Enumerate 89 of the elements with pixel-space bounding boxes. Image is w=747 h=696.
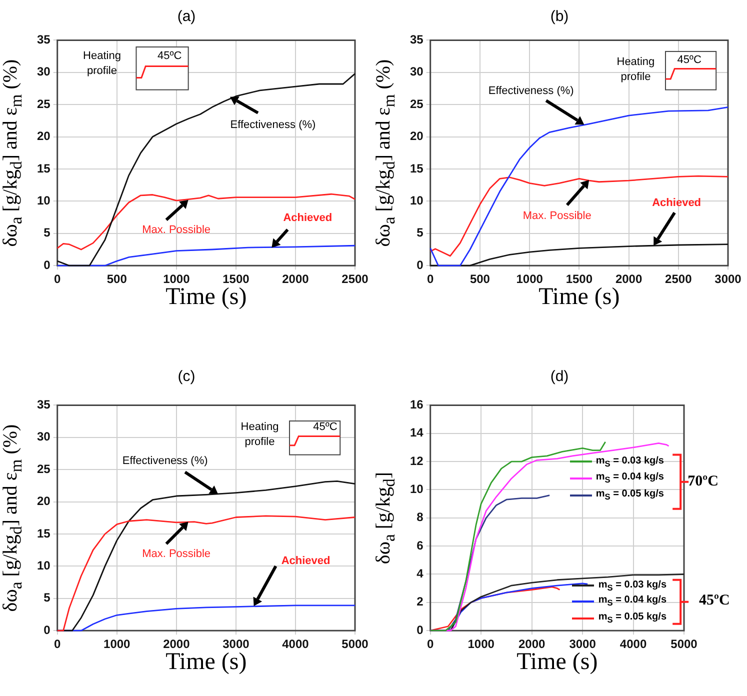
x-tick-label: 0 bbox=[427, 637, 434, 652]
y-tick-label: 25 bbox=[36, 96, 51, 111]
y-tick-label: 2 bbox=[416, 594, 424, 609]
x-tick-label: 3000 bbox=[714, 272, 742, 286]
x-tick-label: 500 bbox=[470, 272, 490, 286]
y-tick-label: 8 bbox=[416, 510, 424, 524]
y-tick-label: 12 bbox=[410, 454, 424, 468]
x-tick-label: 3000 bbox=[569, 637, 596, 652]
y-tick-label: 14 bbox=[410, 426, 424, 440]
annotation: Max. Possible bbox=[142, 548, 211, 560]
annotation: Heating profile bbox=[82, 49, 122, 80]
annotation: Effectiveness (%) bbox=[488, 84, 574, 97]
x-tick-label: 2500 bbox=[665, 272, 692, 286]
y-tick-label: 30 bbox=[36, 430, 51, 444]
x-tick-label: 3000 bbox=[222, 637, 250, 652]
x-tick-label: 5000 bbox=[342, 637, 369, 652]
x-tick-label: 1000 bbox=[104, 637, 131, 652]
y-tick-label: 0 bbox=[416, 622, 424, 637]
y-tick-label: 0 bbox=[416, 258, 424, 272]
annotation: Heating profile bbox=[616, 54, 656, 84]
y-tick-label: 10 bbox=[410, 482, 424, 496]
x-tick-label: 1500 bbox=[222, 272, 250, 286]
x-tick-label: 5000 bbox=[670, 637, 698, 652]
legend-label: m$_{S}$ = 0.03 kg/s bbox=[596, 455, 664, 468]
x-axis-title: Time (s) bbox=[516, 648, 598, 676]
legend-label: m$_{S}$ = 0.03 kg/s bbox=[598, 579, 667, 592]
y-tick-label: 16 bbox=[410, 398, 424, 412]
x-axis-title: Time (s) bbox=[166, 648, 247, 676]
y-tick-label: 5 bbox=[416, 226, 424, 240]
annotation: Achieved bbox=[281, 555, 330, 568]
y-tick-label: 20 bbox=[36, 494, 51, 508]
y-tick-label: 20 bbox=[410, 129, 424, 144]
annotation: Effectiveness (%) bbox=[230, 118, 316, 131]
x-tick-label: 1000 bbox=[468, 637, 495, 652]
chart-title: (c) bbox=[176, 368, 196, 385]
y-tick-label: 35 bbox=[36, 32, 51, 47]
x-tick-label: 2500 bbox=[342, 272, 369, 286]
y-tick-label: 4 bbox=[416, 566, 424, 581]
y-tick-label: 35 bbox=[36, 398, 51, 412]
annotation: Effectiveness (%) bbox=[122, 455, 208, 468]
y-tick-label: 5 bbox=[44, 590, 51, 605]
annotation: Achieved bbox=[283, 212, 332, 224]
annotation: Max. Possible bbox=[522, 210, 592, 222]
legend-label: m$_{S}$ = 0.04 kg/s bbox=[596, 472, 664, 485]
text: 45ºC bbox=[699, 592, 730, 610]
y-tick-label: 6 bbox=[416, 538, 424, 552]
annotation: Achieved bbox=[652, 196, 702, 209]
y-tick-label: 25 bbox=[410, 96, 424, 111]
y-tick-label: 0 bbox=[44, 622, 51, 637]
chart-title: (a) bbox=[176, 8, 197, 25]
y-tick-label: 10 bbox=[36, 558, 51, 573]
x-axis-title: Time (s) bbox=[166, 284, 247, 311]
annotation: Max. Possible bbox=[142, 224, 211, 236]
x-tick-label: 0 bbox=[54, 272, 62, 286]
x-tick-label: 1500 bbox=[566, 272, 593, 286]
x-tick-label: 4000 bbox=[282, 637, 310, 652]
chart-title: (b) bbox=[549, 8, 570, 25]
x-tick-label: 2000 bbox=[163, 637, 190, 652]
chart-title: (d) bbox=[549, 368, 570, 385]
legend-label: m$_{S}$ = 0.04 kg/s bbox=[598, 594, 667, 608]
x-tick-label: 1000 bbox=[516, 272, 544, 286]
y-tick-label: 5 bbox=[44, 226, 51, 240]
y-tick-label: 15 bbox=[36, 161, 51, 176]
annotation: Heating profile bbox=[240, 420, 280, 450]
x-tick-label: 0 bbox=[427, 272, 434, 286]
legend-label: m$_{S}$ = 0.05 kg/s bbox=[598, 612, 667, 625]
y-tick-label: 35 bbox=[410, 32, 424, 47]
y-tick-label: 25 bbox=[36, 462, 51, 476]
x-axis-title: Time (s) bbox=[538, 284, 620, 311]
x-tick-label: 4000 bbox=[620, 637, 647, 652]
y-tick-label: 10 bbox=[36, 194, 51, 208]
x-tick-label: 2000 bbox=[615, 272, 642, 286]
y-tick-label: 20 bbox=[36, 129, 51, 144]
y-tick-label: 0 bbox=[44, 258, 51, 272]
y-tick-label: 30 bbox=[36, 64, 51, 79]
x-tick-label: 2000 bbox=[518, 637, 546, 652]
y-tick-label: 15 bbox=[36, 526, 51, 540]
y-tick-label: 10 bbox=[410, 194, 424, 208]
y-tick-label: 15 bbox=[410, 161, 424, 176]
y-tick-label: 30 bbox=[410, 64, 424, 79]
legend-label: m$_{S}$ = 0.05 kg/s bbox=[596, 488, 664, 502]
annotation: 45ºC bbox=[677, 54, 702, 66]
x-tick-label: 500 bbox=[106, 272, 128, 286]
annotation: 45ºC bbox=[157, 50, 182, 62]
annotation: 45ºC bbox=[313, 420, 338, 433]
x-tick-label: 1000 bbox=[163, 272, 190, 286]
x-tick-label: 0 bbox=[54, 637, 62, 652]
x-tick-label: 2000 bbox=[282, 272, 310, 286]
text: 70ºC bbox=[688, 473, 718, 490]
